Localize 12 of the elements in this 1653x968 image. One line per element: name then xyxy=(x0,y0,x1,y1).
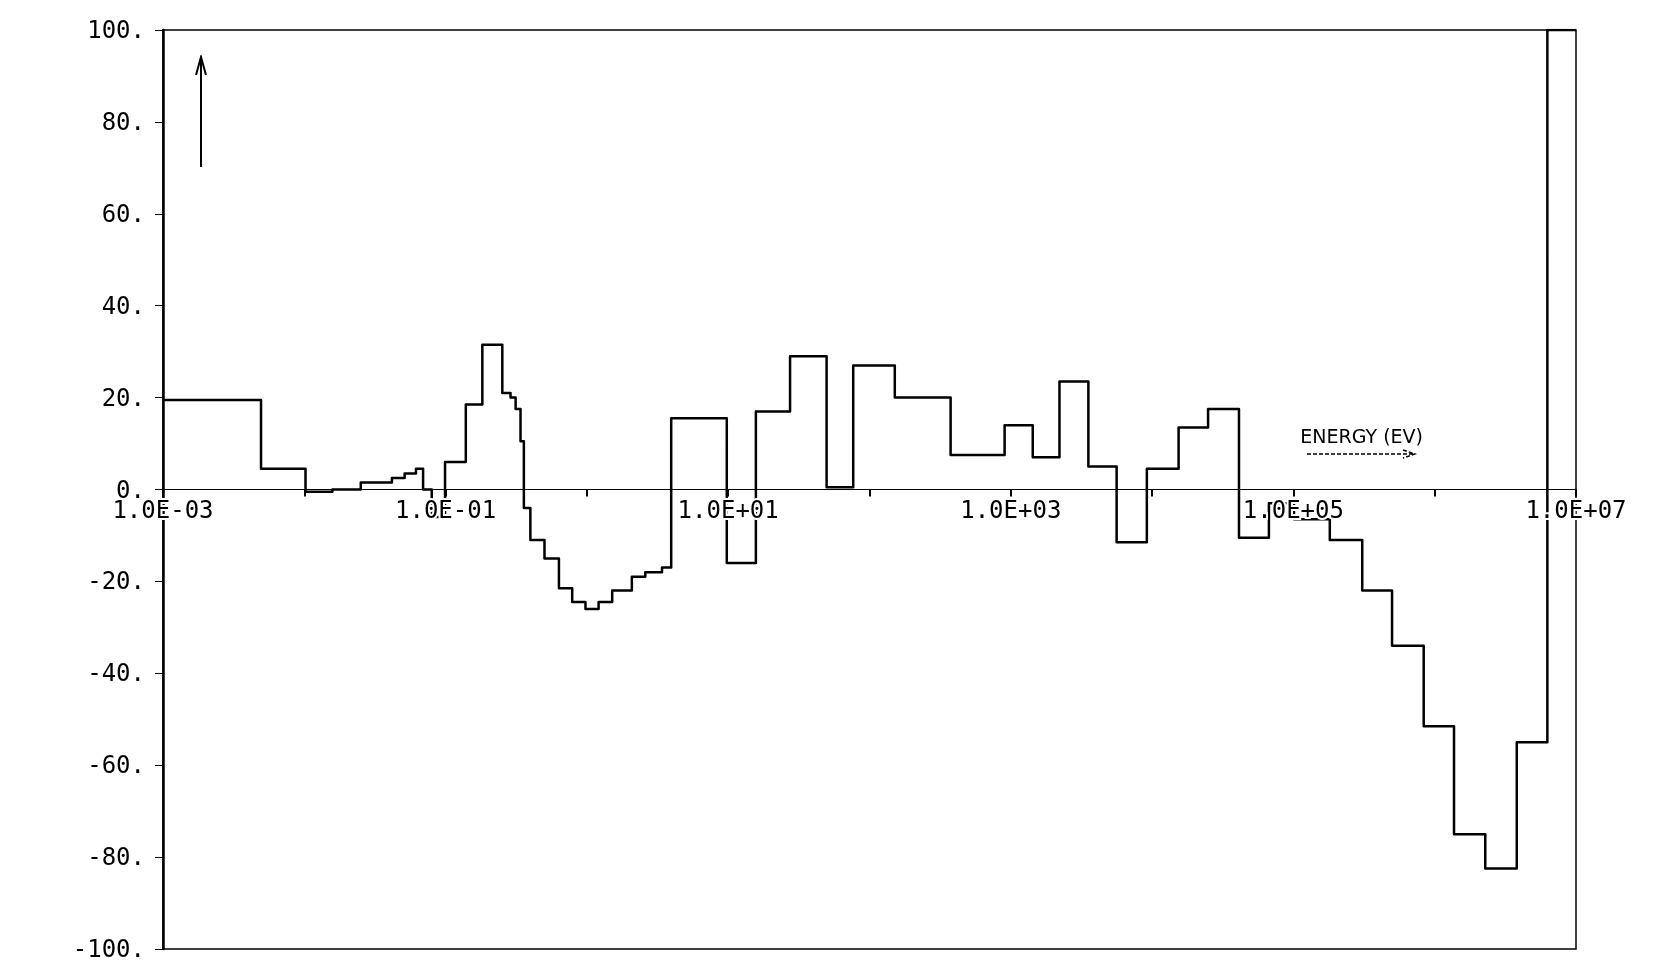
y-tick-label: -40. xyxy=(87,659,145,688)
y-tick-label: 60. xyxy=(101,199,145,228)
y-tick-label: -80. xyxy=(87,843,145,872)
y-tick-label: 40. xyxy=(101,291,145,320)
x-tick-label: 1.0E+03 xyxy=(960,495,1062,524)
y-tick-label: -60. xyxy=(87,751,145,780)
y-tick-label: 100. xyxy=(87,16,145,44)
y-tick-label: 20. xyxy=(101,383,145,412)
x-axis-title: ENERGY (EV) xyxy=(1300,425,1423,447)
y-tick-label: -100. xyxy=(72,935,145,963)
y-tick-label: 80. xyxy=(101,107,145,136)
y-tick-label: -20. xyxy=(87,567,145,596)
